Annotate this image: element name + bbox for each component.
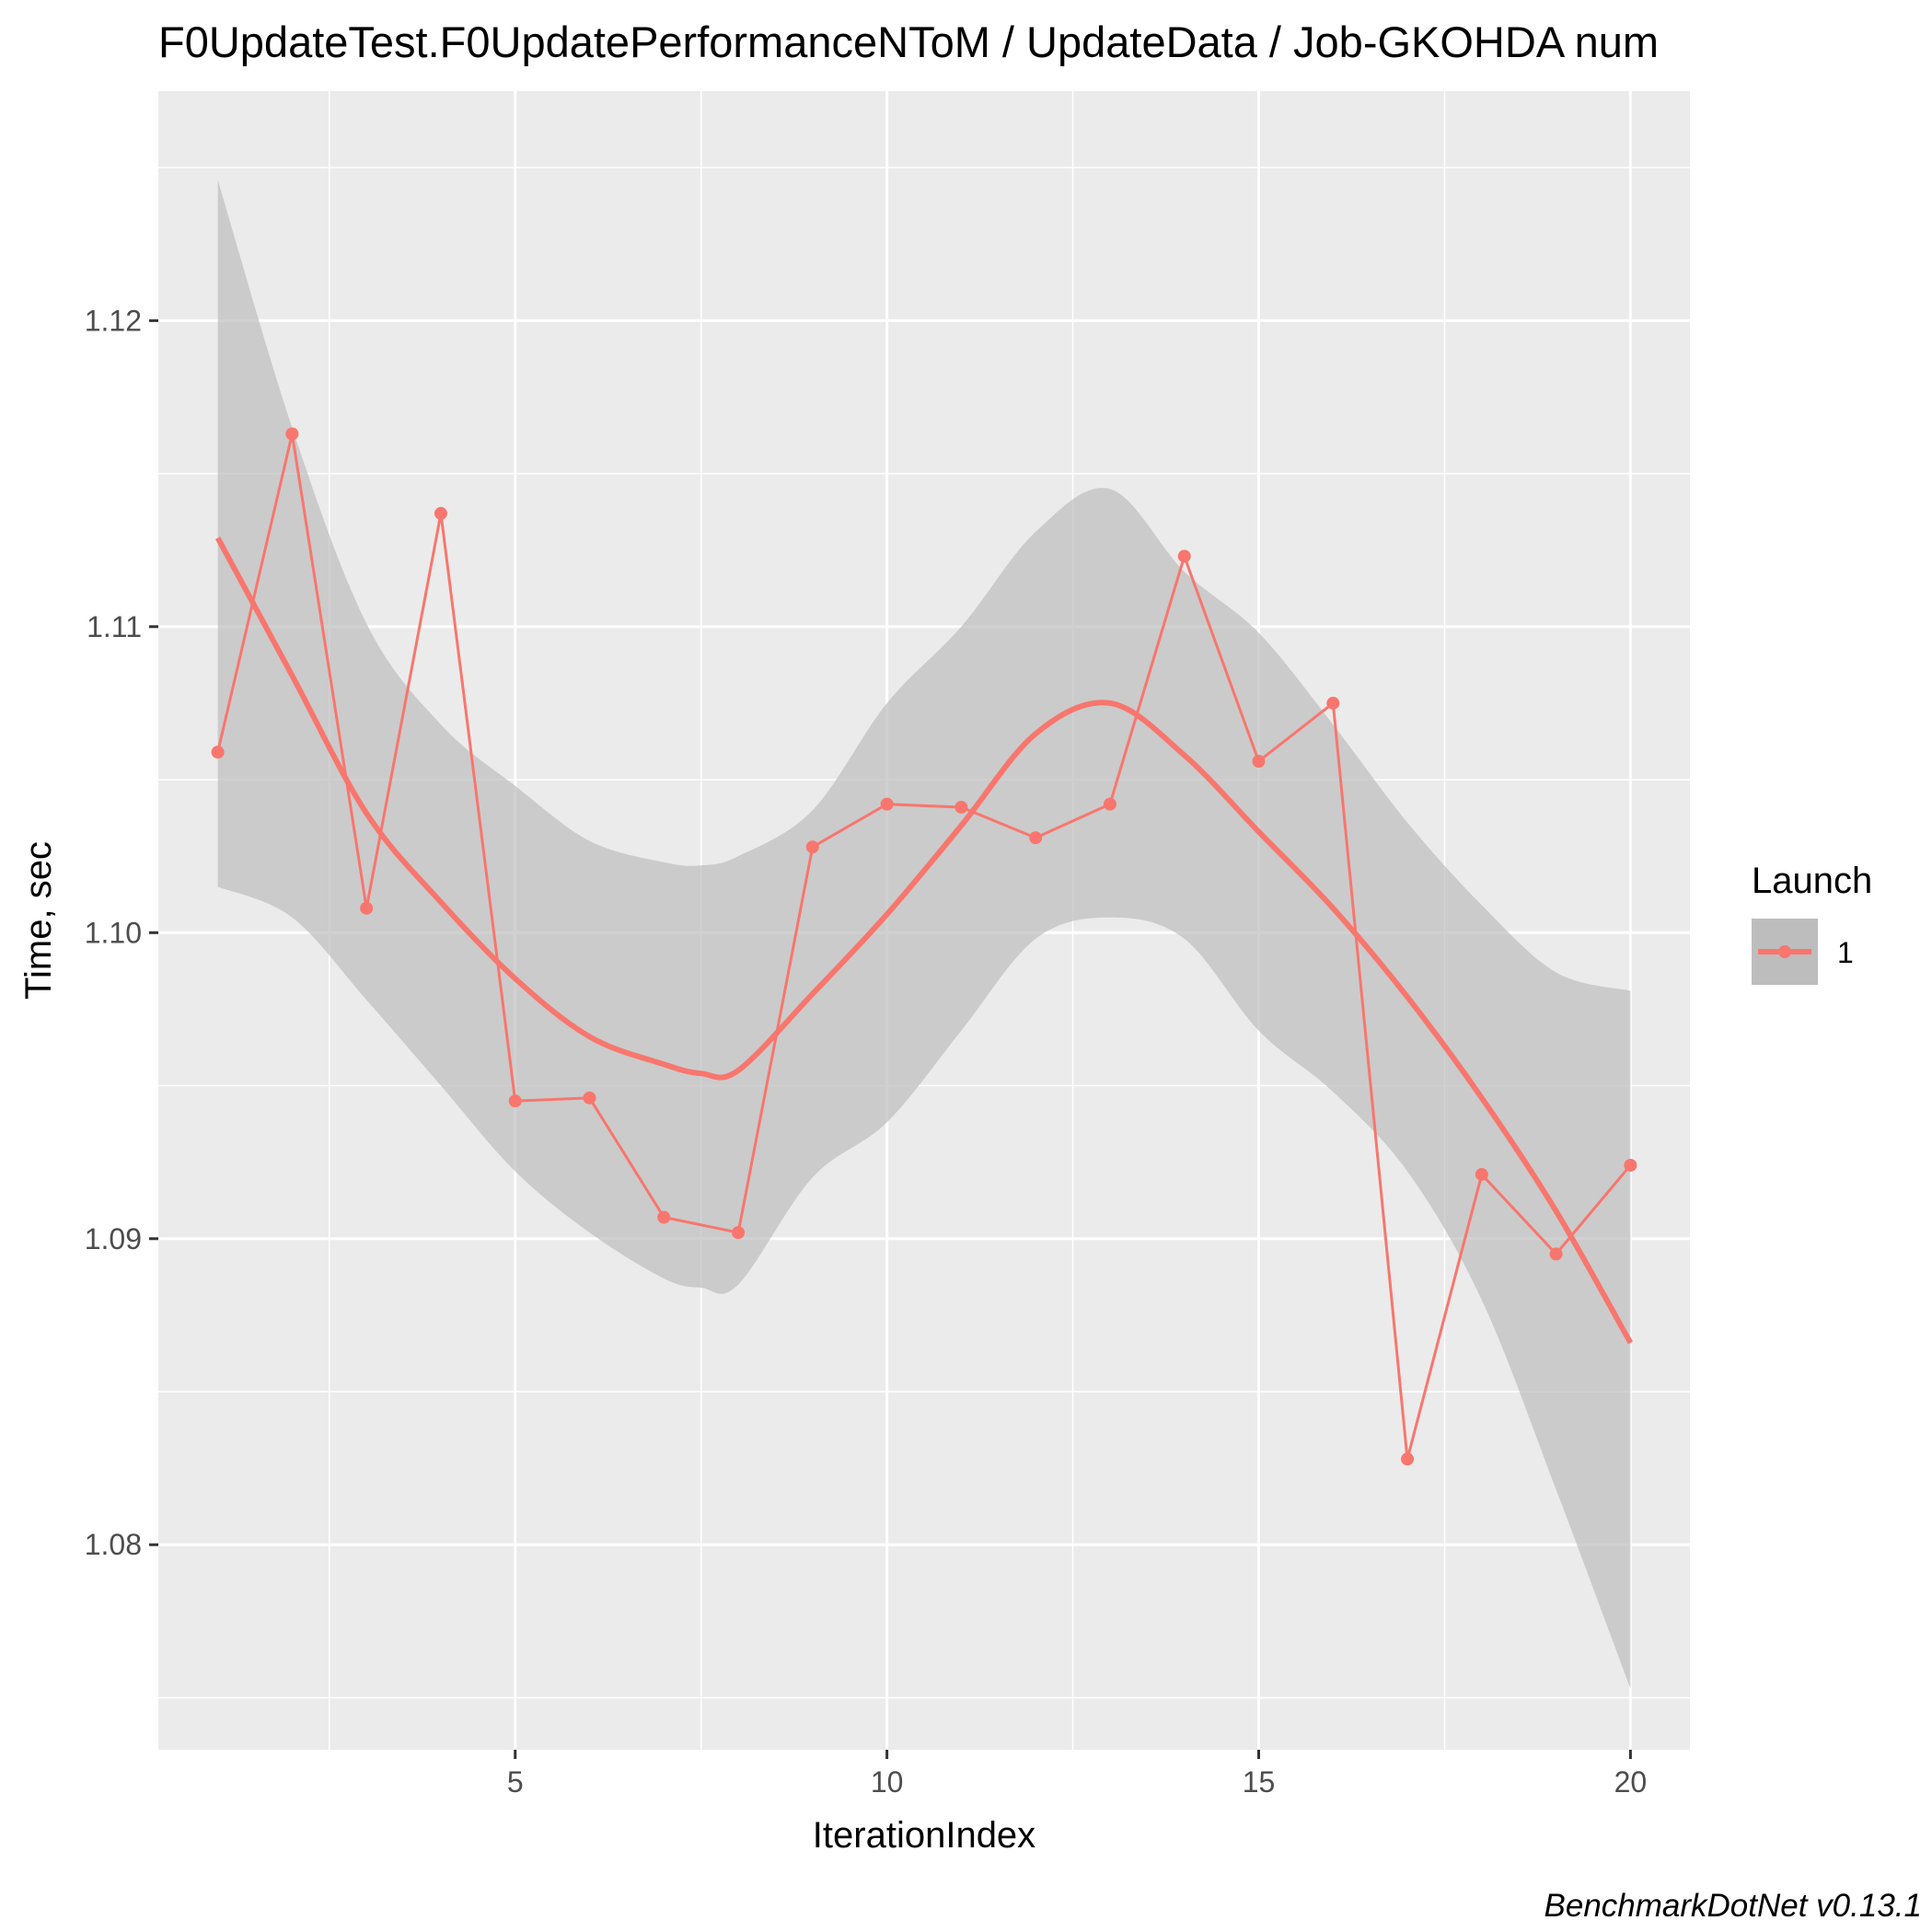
smooth-layer [214, 536, 1634, 1345]
y-axis: 1.08 1.09 1.10 1.11 1.12 [85, 304, 158, 1561]
confidence-band [217, 179, 1631, 1689]
data-point [508, 1094, 522, 1108]
data-point [657, 1210, 671, 1224]
y-tick-label: 1.12 [85, 304, 142, 337]
data-point [1549, 1247, 1563, 1261]
data-point [1624, 1158, 1637, 1172]
data-point [1177, 550, 1191, 563]
data-point [1326, 696, 1340, 710]
legend: Launch 1 [1752, 861, 1872, 985]
data-point [880, 797, 894, 811]
x-tick-label: 15 [1243, 1765, 1276, 1799]
y-tick-label: 1.09 [85, 1222, 142, 1255]
data-point [1475, 1167, 1488, 1181]
data-point [360, 901, 374, 915]
data-point [434, 506, 447, 520]
chart-title: F0UpdateTest.F0UpdatePerformanceNToM / U… [158, 17, 1659, 66]
chart-caption: BenchmarkDotNet v0.13.1 [1544, 1888, 1922, 1924]
data-point [285, 427, 299, 441]
x-axis-title: IterationIndex [813, 1815, 1035, 1856]
data-point [1029, 831, 1043, 845]
data-point [211, 746, 225, 759]
smooth-line [214, 536, 1634, 1345]
series-line [216, 434, 1632, 1460]
data-point [805, 840, 819, 854]
data-point [583, 1091, 596, 1105]
y-tick-label: 1.08 [85, 1528, 142, 1561]
y-tick-label: 1.10 [85, 916, 142, 949]
legend-key-point [1778, 945, 1791, 958]
data-point [954, 800, 968, 814]
x-tick-label: 20 [1614, 1765, 1648, 1799]
legend-label: 1 [1837, 936, 1854, 969]
data-point [732, 1226, 746, 1240]
y-tick-label: 1.11 [87, 610, 142, 643]
legend-title: Launch [1752, 861, 1872, 901]
x-tick-label: 10 [871, 1765, 904, 1799]
x-tick-label: 5 [507, 1765, 524, 1799]
y-axis-title: Time, sec [18, 841, 59, 1000]
data-point [1252, 755, 1266, 769]
confidence-ribbon [217, 179, 1631, 1689]
x-axis: 5 10 15 20 [507, 1750, 1647, 1799]
data-point [1401, 1452, 1415, 1466]
series-layer [211, 427, 1637, 1466]
data-point [1103, 797, 1116, 811]
